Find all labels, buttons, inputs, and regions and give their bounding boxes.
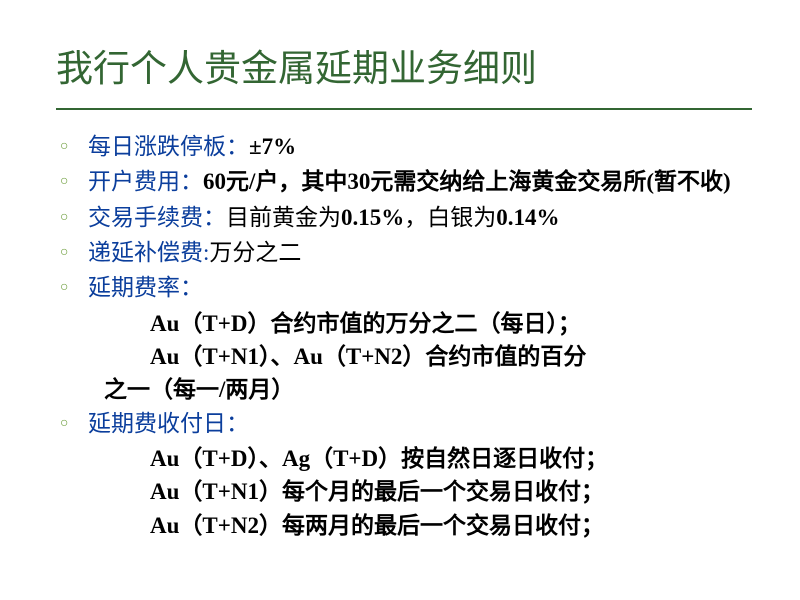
bullet-icon [60,165,88,192]
bullet-icon [60,201,88,228]
bullet-icon [60,236,88,263]
sub-line: Au（T+N2）每两月的最后一个交易日收付； [150,509,752,542]
item-value: 万分之二 [209,240,301,265]
slide: 我行个人贵金属延期业务细则 每日涨跌停板：±7% 开户费用：60元/户，其中30… [0,0,800,600]
bullet-icon [60,271,88,298]
sub-line: Au（T+N1）每个月的最后一个交易日收付； [150,475,752,508]
item-label: 交易手续费： [88,205,226,230]
item-label: 开户费用： [88,169,203,194]
list-item: 递延补偿费:万分之二 [60,236,752,269]
item-label: 延期费收付日： [88,411,249,436]
list-item: 开户费用：60元/户，其中30元需交纳给上海黄金交易所(暂不收) [60,165,752,198]
content-block: 每日涨跌停板：±7% 开户费用：60元/户，其中30元需交纳给上海黄金交易所(暂… [60,130,752,542]
bullet-text: 开户费用：60元/户，其中30元需交纳给上海黄金交易所(暂不收) [88,165,731,198]
slide-title: 我行个人贵金属延期业务细则 [56,38,752,110]
sub-line: Au（T+N1）、Au（T+N2）合约市值的百分 [150,340,752,373]
sub-line: Au（T+D）、Ag（T+D）按自然日逐日收付； [150,442,752,475]
list-item: 交易手续费：目前黄金为0.15%，白银为0.14% [60,201,752,234]
sub-line: 之一（每一/两月） [104,373,752,406]
item-label: 延期费率： [88,275,203,300]
bullet-icon [60,130,88,157]
item-value: ±7% [249,134,296,159]
bullet-text: 交易手续费：目前黄金为0.15%，白银为0.14% [88,201,560,234]
item-value: 60元/户，其中30元需交纳给上海黄金交易所(暂不收) [203,169,731,194]
list-item: 每日涨跌停板：±7% [60,130,752,163]
bullet-text: 每日涨跌停板：±7% [88,130,296,163]
bullet-text: 延期费收付日： [88,407,249,440]
list-item: 延期费率： [60,271,752,304]
item-label: 递延补偿费: [88,240,209,265]
bullet-text: 递延补偿费:万分之二 [88,236,301,269]
item-label: 每日涨跌停板： [88,134,249,159]
sub-line: Au（T+D）合约市值的万分之二（每日）； [150,307,752,340]
bullet-text: 延期费率： [88,271,203,304]
bullet-icon [60,407,88,434]
item-value: 目前黄金为0.15%，白银为0.14% [226,205,560,230]
list-item: 延期费收付日： [60,407,752,440]
